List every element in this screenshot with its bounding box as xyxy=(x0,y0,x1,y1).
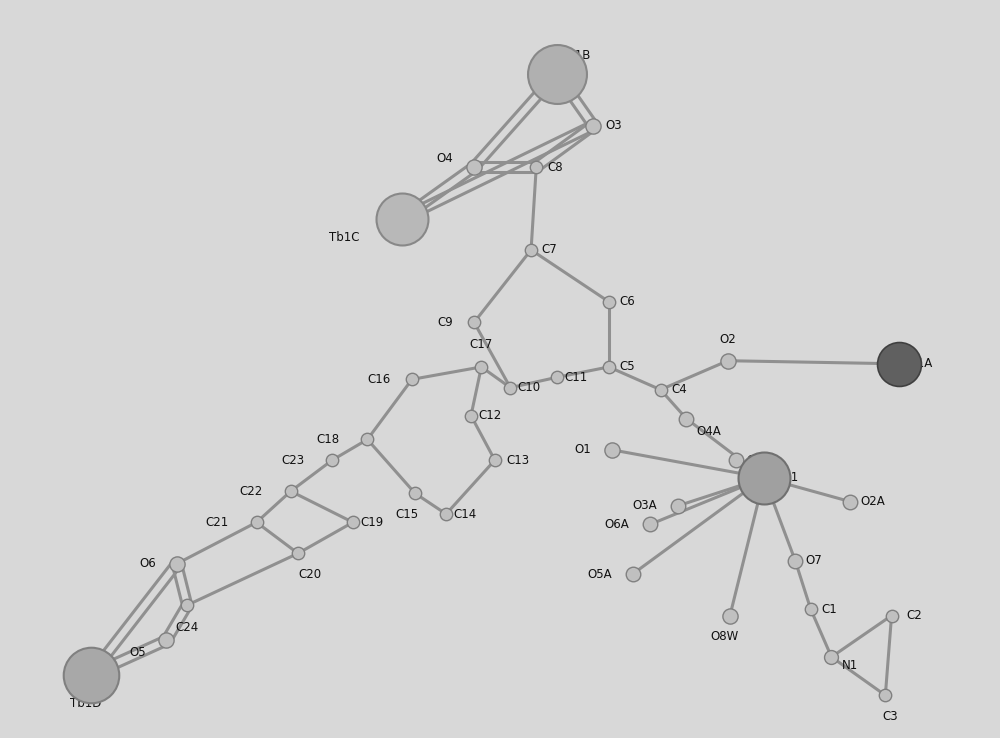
Text: O4A: O4A xyxy=(697,424,722,438)
Point xyxy=(601,361,617,373)
Text: O7: O7 xyxy=(805,554,822,567)
Text: C23: C23 xyxy=(281,454,304,466)
Point xyxy=(523,244,539,256)
Point xyxy=(720,355,736,367)
Text: Tb1B: Tb1B xyxy=(560,49,591,62)
Text: C11: C11 xyxy=(564,370,587,384)
Text: Tb1: Tb1 xyxy=(776,472,798,484)
Text: Tb1D: Tb1D xyxy=(70,697,101,710)
Point xyxy=(585,120,601,131)
Point xyxy=(502,382,518,393)
Text: C14: C14 xyxy=(453,508,476,520)
Point xyxy=(670,500,686,511)
Point xyxy=(359,433,375,445)
Point xyxy=(487,455,503,466)
Text: C24: C24 xyxy=(176,621,199,635)
Text: O2A: O2A xyxy=(861,495,885,508)
Point xyxy=(404,373,420,385)
Point xyxy=(549,371,565,383)
Point xyxy=(884,610,900,621)
Point xyxy=(466,161,482,173)
Point xyxy=(653,384,669,396)
Text: O3A: O3A xyxy=(633,499,657,512)
Text: O4: O4 xyxy=(437,152,453,165)
Point xyxy=(438,508,454,520)
Text: C20: C20 xyxy=(299,568,322,581)
Text: C12: C12 xyxy=(478,409,501,422)
Text: C17: C17 xyxy=(470,338,493,351)
Point xyxy=(528,161,544,173)
Text: C10: C10 xyxy=(517,381,541,394)
Point xyxy=(678,413,694,424)
Point xyxy=(83,669,99,680)
Point xyxy=(803,604,819,615)
Text: O5A: O5A xyxy=(587,568,612,581)
Point xyxy=(290,548,306,559)
Text: C19: C19 xyxy=(360,516,383,529)
Point xyxy=(463,410,479,421)
Text: C9: C9 xyxy=(437,316,453,329)
Point xyxy=(549,68,565,80)
Point xyxy=(823,651,839,663)
Point xyxy=(722,610,738,621)
Text: C3: C3 xyxy=(883,709,898,723)
Text: C18: C18 xyxy=(316,433,340,446)
Point xyxy=(756,472,772,483)
Point xyxy=(179,599,195,611)
Text: O1: O1 xyxy=(574,444,591,456)
Text: Tb1A: Tb1A xyxy=(902,357,933,370)
Text: O6A: O6A xyxy=(605,518,629,531)
Point xyxy=(466,317,482,328)
Text: C22: C22 xyxy=(240,485,263,497)
Point xyxy=(158,635,174,646)
Point xyxy=(891,358,907,370)
Text: C7: C7 xyxy=(542,244,558,256)
Text: C4: C4 xyxy=(671,383,687,396)
Point xyxy=(842,496,858,508)
Point xyxy=(642,519,658,531)
Text: O3: O3 xyxy=(606,119,622,132)
Text: C5: C5 xyxy=(620,360,635,373)
Text: N1: N1 xyxy=(842,659,858,672)
Point xyxy=(601,296,617,308)
Text: C1: C1 xyxy=(822,603,837,615)
Point xyxy=(473,361,489,373)
Text: C13: C13 xyxy=(506,454,529,466)
Point xyxy=(283,486,299,497)
Text: C16: C16 xyxy=(367,373,390,386)
Text: C2: C2 xyxy=(906,609,922,622)
Text: C21: C21 xyxy=(206,516,229,529)
Point xyxy=(407,487,423,499)
Point xyxy=(324,455,340,466)
Point xyxy=(625,568,641,580)
Point xyxy=(345,517,361,528)
Text: C15: C15 xyxy=(395,508,418,520)
Point xyxy=(604,444,620,455)
Text: O6: O6 xyxy=(139,557,156,570)
Text: C8: C8 xyxy=(547,160,563,173)
Text: O8W: O8W xyxy=(711,630,739,643)
Point xyxy=(877,689,893,701)
Text: O5: O5 xyxy=(129,646,146,659)
Text: O4B: O4B xyxy=(747,454,771,466)
Point xyxy=(787,555,803,567)
Point xyxy=(169,558,185,570)
Point xyxy=(728,455,744,466)
Text: Tb1C: Tb1C xyxy=(329,231,360,244)
Point xyxy=(249,517,265,528)
Point xyxy=(394,213,410,224)
Text: O2: O2 xyxy=(720,334,736,347)
Text: C6: C6 xyxy=(620,295,635,308)
